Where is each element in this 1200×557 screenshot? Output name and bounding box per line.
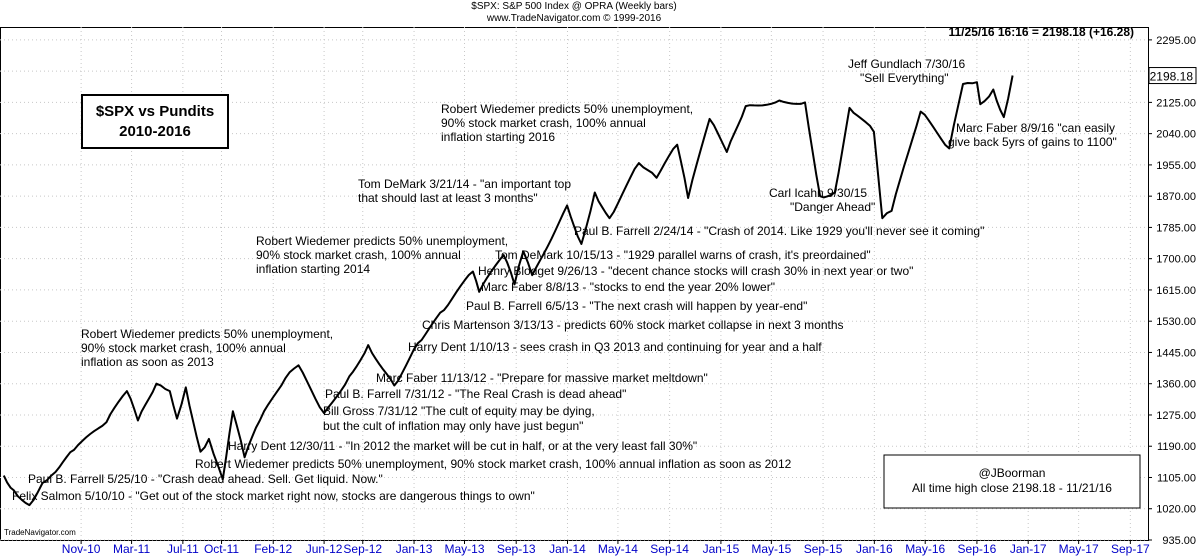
x-tick-label: Sep-16 <box>958 542 997 556</box>
annotation-label: Jeff Gundlach 7/30/16 <box>848 57 966 71</box>
annotation-label: @JBoorman <box>979 466 1046 480</box>
x-tick-label: May-16 <box>905 542 945 556</box>
x-tick-label: Jun-12 <box>306 542 343 556</box>
y-tick-label: 1105.00 <box>1157 472 1196 484</box>
x-tick-label: May-15 <box>751 542 791 556</box>
annotation-label: that should last at least 3 months" <box>358 191 538 205</box>
annotation-label: 90% stock market crash, 100% annual <box>256 248 461 262</box>
x-tick-label: Jan-17 <box>1010 542 1047 556</box>
last-value-label: 2198.18 <box>1150 70 1194 84</box>
chart-title: $SPX vs Pundits <box>96 103 214 120</box>
y-tick-label: 1530.00 <box>1156 316 1196 328</box>
chart-header-title: $SPX: S&P 500 Index @ OPRA (Weekly bars) <box>471 1 677 12</box>
y-tick-label: 1360.00 <box>1156 379 1196 391</box>
annotation-label: "Sell Everything" <box>860 71 949 85</box>
y-tick-label: 2295.00 <box>1156 35 1196 47</box>
annotation-label: Paul B. Farrell 2/24/14 - "Crash of 2014… <box>574 224 984 238</box>
annotation-label: but the cult of inflation may only have … <box>323 419 583 433</box>
spx-price-line <box>2 75 1014 507</box>
annotation-label: inflation as soon as 2013 <box>81 355 214 369</box>
annotation-label: inflation starting 2014 <box>256 262 370 276</box>
annotation-label: Harry Dent 1/10/13 - sees crash in Q3 20… <box>408 340 822 354</box>
annotation-label: Robert Wiedemer predicts 50% unemploymen… <box>195 457 792 471</box>
annotation-label: Bill Gross 7/31/12 "The cult of equity m… <box>323 404 595 418</box>
annotation-label: give back 5yrs of gains to 1100" <box>948 135 1117 149</box>
annotation-label: Marc Faber 8/9/16 "can easily <box>956 121 1115 135</box>
annotation-label: 90% stock market crash, 100% annual <box>81 341 286 355</box>
x-tick-label: Jan-16 <box>856 542 893 556</box>
annotation-label: Chris Martenson 3/13/13 - predicts 60% s… <box>422 318 844 332</box>
annotation-label: "Danger Ahead" <box>790 200 875 214</box>
credit-box <box>883 454 1141 509</box>
annotation-label: Robert Wiedemer predicts 50% unemploymen… <box>81 327 333 341</box>
annotation-label: Robert Wiedemer predicts 50% unemploymen… <box>256 234 508 248</box>
title-box <box>81 94 229 149</box>
annotation-label: Felix Salmon 5/10/10 - "Get out of the s… <box>12 489 535 503</box>
last-value-box <box>1148 67 1197 85</box>
y-tick-label: 935.00 <box>1162 535 1196 547</box>
x-tick-label: Jan-13 <box>396 542 433 556</box>
plot-frame <box>0 27 1149 541</box>
y-tick-label: 1275.00 <box>1156 410 1196 422</box>
x-tick-label: Nov-10 <box>62 542 101 556</box>
x-tick-label: Sep-17 <box>1111 542 1150 556</box>
y-tick-label: 1020.00 <box>1156 504 1196 516</box>
annotation-label: Paul B. Farrell 7/31/12 - "The Real Cras… <box>325 387 626 401</box>
last-quote-label: 11/25/16 16:16 = 2198.18 (+16.28) <box>949 25 1135 39</box>
x-tick-label: Sep-15 <box>804 542 843 556</box>
chart-header-copyright: www.TradeNavigator.com © 1999-2016 <box>486 13 662 24</box>
annotation-label: Carl Icahn 9/30/15 <box>769 186 867 200</box>
x-tick-label: Jan-15 <box>703 542 740 556</box>
annotation-label: inflation starting 2016 <box>441 130 555 144</box>
annotation-label: All time high close 2198.18 - 11/21/16 <box>912 481 1112 495</box>
x-tick-label: Mar-11 <box>113 542 150 556</box>
annotation-label: Marc Faber 11/13/12 - "Prepare for massi… <box>376 371 708 385</box>
x-tick-label: May-13 <box>444 542 484 556</box>
x-tick-label: Feb-12 <box>254 542 292 556</box>
x-tick-label: Sep-14 <box>650 542 689 556</box>
x-tick-label: Oct-11 <box>204 542 239 556</box>
y-tick-label: 1870.00 <box>1156 191 1196 203</box>
annotation-label: Robert Wiedemer predicts 50% unemploymen… <box>441 102 693 116</box>
y-tick-label: 1445.00 <box>1156 347 1196 359</box>
y-tick-label: 2125.00 <box>1156 97 1196 109</box>
annotation-label: Marc Faber 8/8/13 - "stocks to end the y… <box>481 280 775 294</box>
annotation-label: Tom DeMark 10/15/13 - "1929 parallel war… <box>495 248 871 262</box>
annotation-label: Henry Blodget 9/26/13 - "decent chance s… <box>478 264 913 278</box>
y-tick-label: 1700.00 <box>1156 254 1196 266</box>
x-tick-label: Jan-14 <box>549 542 586 556</box>
annotation-label: Harry Dent 12/30/11 - "In 2012 the marke… <box>228 439 697 453</box>
y-tick-label: 1190.00 <box>1157 441 1196 453</box>
annotation-label: 90% stock market crash, 100% annual <box>441 116 646 130</box>
x-tick-label: May-17 <box>1059 542 1099 556</box>
chart-subtitle: 2010-2016 <box>119 123 191 140</box>
watermark-label: TradeNavigator.com <box>4 528 76 537</box>
x-tick-label: Sep-12 <box>343 542 382 556</box>
annotation-label: Tom DeMark 3/21/14 - "an important top <box>358 177 571 191</box>
annotation-label: Paul B. Farrell 5/25/10 - "Crash dead ah… <box>28 472 383 486</box>
annotation-label: Paul B. Farrell 6/5/13 - "The next crash… <box>466 299 807 313</box>
x-tick-label: Sep-13 <box>497 542 536 556</box>
y-tick-label: 1615.00 <box>1156 285 1196 297</box>
x-tick-label: May-14 <box>598 542 638 556</box>
x-tick-label: Jul-11 <box>167 542 199 556</box>
y-tick-label: 2040.00 <box>1156 129 1196 141</box>
y-tick-label: 1955.00 <box>1156 160 1196 172</box>
y-tick-label: 1785.00 <box>1156 222 1196 234</box>
